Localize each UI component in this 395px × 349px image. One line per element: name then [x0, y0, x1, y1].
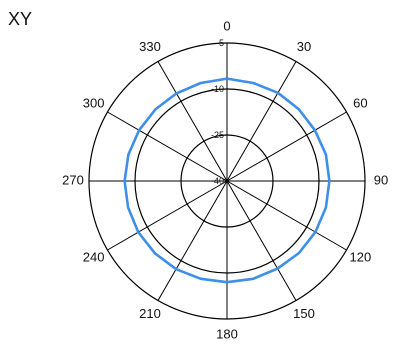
angle-tick-label-300: 300: [83, 95, 105, 110]
grid-spoke-240: [107, 180, 228, 251]
radial-tick-label-1: -10: [211, 84, 224, 94]
series-line-0: [123, 77, 331, 284]
grid-spoke-210: [157, 180, 228, 301]
grid-spoke-30: [226, 61, 297, 182]
chart-title: XY: [8, 9, 33, 29]
grid-spoke-300: [107, 111, 228, 182]
grid-spoke-150: [226, 180, 297, 301]
angle-tick-label-0: 0: [223, 18, 230, 33]
angle-tick-label-30: 30: [297, 39, 311, 54]
angle-tick-label-120: 120: [350, 249, 372, 264]
angle-tick-label-330: 330: [139, 39, 161, 54]
angle-tick-label-90: 90: [374, 172, 388, 187]
grid-spoke-120: [226, 180, 347, 251]
radial-tick-label-2: -25: [211, 130, 224, 140]
angle-tick-label-240: 240: [83, 249, 105, 264]
radial-tick-label-0: 5: [219, 38, 224, 48]
grid-spoke-60: [226, 111, 347, 182]
angle-tick-label-150: 150: [293, 306, 315, 321]
angle-tick-label-210: 210: [139, 306, 161, 321]
angle-tick-label-60: 60: [353, 95, 367, 110]
grid-spoke-330: [157, 61, 228, 182]
angle-tick-label-180: 180: [216, 326, 238, 341]
radial-tick-label-3: -40: [211, 176, 224, 186]
angle-tick-label-270: 270: [62, 172, 84, 187]
